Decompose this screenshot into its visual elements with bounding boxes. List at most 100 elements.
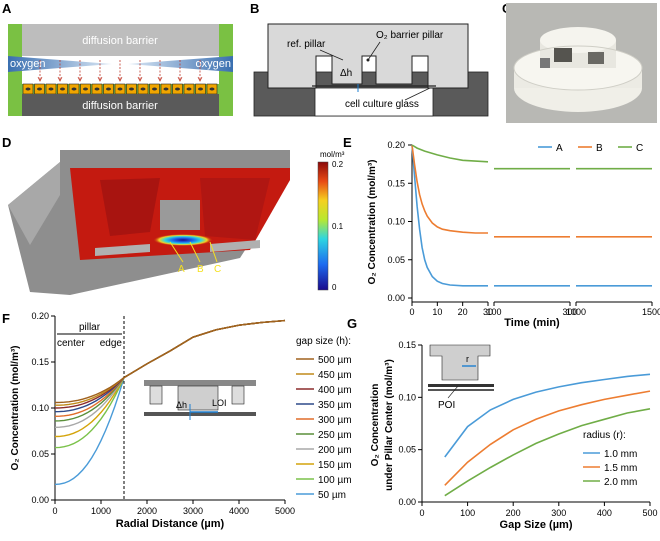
device-photo <box>513 27 643 112</box>
e-y-tick-label: 0.15 <box>387 178 405 188</box>
f-pillar-label: pillar <box>79 322 101 333</box>
e-x-tick-label: 30 <box>483 307 493 317</box>
cell-nucleus <box>71 87 77 91</box>
f-inset-pillar <box>177 385 219 411</box>
colorbar-tick-max: 0.2 <box>332 160 344 169</box>
oxygen-arrow-right <box>128 56 233 72</box>
e-y-tick-label: 0.10 <box>387 217 405 227</box>
g-x-tick-label: 500 <box>642 508 657 518</box>
cell-nucleus <box>37 87 42 91</box>
g-x-axis-title: Gap Size (µm) <box>500 519 573 531</box>
cell-nucleus <box>140 87 146 91</box>
e-x-tick-label: 1000 <box>566 307 586 317</box>
g-series-line <box>444 390 651 486</box>
point-c-line <box>209 241 218 263</box>
f-y-axis-title: O₂ Concentration (mol/m³) <box>10 346 21 471</box>
e-x-tick-label: 300 <box>562 307 577 317</box>
delta-h-label: Δh <box>340 68 352 79</box>
g-inset-pillar <box>429 344 491 381</box>
e-y-axis-title: O₂ Concentration (mol/m³) <box>367 160 378 285</box>
f-legend-label: 350 µm <box>318 400 352 411</box>
diffusion-arrowhead <box>37 76 43 82</box>
f-y-tick-label: 0.00 <box>31 495 49 505</box>
diffusion-arrowhead <box>77 76 83 82</box>
cell-nucleus <box>163 87 169 91</box>
f-legend-label: 150 µm <box>318 460 352 471</box>
e-x-tick-label: 1500 <box>642 307 660 317</box>
diffusion-arrowhead <box>157 76 163 82</box>
f-legend-label: 450 µm <box>318 370 352 381</box>
f-series-line <box>54 319 286 404</box>
colorbar-tick-min: 0 <box>332 283 337 292</box>
colorbar-unit: mol/m³ <box>320 150 345 159</box>
panel-f: F 0.00 0.05 0.10 0.15 0.20 0 1000 2000 3000 4000 5… <box>2 311 352 530</box>
f-center-label: center <box>57 338 85 349</box>
f-legend-label: 300 µm <box>318 415 352 426</box>
f-x-tick-label: 0 <box>52 506 57 516</box>
g-legend-label: 1.0 mm <box>604 449 637 460</box>
cell-nucleus <box>83 87 88 91</box>
point-a-label: A <box>178 264 185 275</box>
e-x-tick-label: 10 <box>432 307 442 317</box>
g-x-tick-label: 0 <box>419 508 424 518</box>
cell-nucleus <box>48 87 54 91</box>
f-inset-pillar <box>231 385 245 405</box>
f-inset-bottom-bar <box>144 412 256 416</box>
top-barrier-label: diffusion barrier <box>82 35 158 47</box>
f-edge-label: edge <box>100 338 123 349</box>
f-inset-top-bar <box>144 380 256 386</box>
diffusion-arrowhead <box>197 76 203 82</box>
ref-pillar-pointer <box>319 49 344 61</box>
panel-letter-f: F <box>2 311 10 326</box>
glass-window <box>314 87 434 117</box>
top-diffusion-barrier <box>22 24 219 56</box>
g-inset-glass-2 <box>428 389 494 391</box>
panel-c: C <box>502 1 657 123</box>
g-series-line <box>444 408 651 497</box>
f-legend-label: 500 µm <box>318 355 352 366</box>
panel-d: D A B C mol/m³ 0.2 0.1 0 <box>2 135 345 295</box>
diffusion-arrowhead <box>117 76 123 82</box>
glass-pointer <box>404 87 431 101</box>
point-c-label: C <box>214 264 221 275</box>
o2-barrier-insert <box>267 23 469 89</box>
e-y-tick-label: 0.00 <box>387 293 405 303</box>
f-inset-diagram: Δh LOI <box>144 380 256 420</box>
f-x-tick-label: 2000 <box>137 506 157 516</box>
oxygen-field-shade-2 <box>200 178 270 240</box>
bottom-diffusion-barrier <box>22 94 219 116</box>
cell-layer <box>22 83 218 95</box>
cell-nucleus <box>94 87 100 91</box>
panel-letter-a: A <box>2 1 12 16</box>
g-inset-diagram: r POI <box>428 344 494 411</box>
f-x-tick-label: 5000 <box>275 506 295 516</box>
cell-nucleus <box>209 87 215 91</box>
colorbar-tick-mid: 0.1 <box>332 222 344 231</box>
cell-nucleus <box>175 87 180 91</box>
g-inset-poi-pointer <box>447 385 459 399</box>
cell-nucleus <box>60 87 65 91</box>
f-series-line <box>54 319 286 438</box>
f-y-tick-label: 0.05 <box>31 449 49 459</box>
panel-b: B ref. pillar O₂ barrier pillar Δh cell … <box>250 1 489 117</box>
cell-nucleus <box>117 87 123 91</box>
e-x-tick-label: 20 <box>458 307 468 317</box>
cell-nucleus <box>25 87 31 91</box>
o2-pillar-pointer <box>367 41 381 61</box>
g-x-tick-label: 100 <box>460 508 475 518</box>
left-pillar-base <box>95 244 150 256</box>
g-y-axis-title-line2: under Pillar Center (mol/m³) <box>384 359 395 491</box>
panel-letter-g: G <box>347 316 357 331</box>
f-x-tick-label: 1000 <box>91 506 111 516</box>
ref-pillar-label: ref. pillar <box>287 39 326 50</box>
g-y-tick-label: 0.00 <box>398 497 416 507</box>
f-y-tick-label: 0.20 <box>31 311 49 321</box>
o2-pillar-label: O₂ barrier pillar <box>376 30 444 41</box>
panel-letter-b: B <box>250 1 259 16</box>
chart-g: 0.00 0.05 0.10 0.15 0 100 200 300 400 500 radius (… <box>370 340 658 531</box>
g-y-axis-title-line1: O₂ Concentration <box>370 384 381 467</box>
g-legend-title: radius (r): <box>583 430 626 441</box>
f-legend-label: 50 µm <box>318 490 346 501</box>
